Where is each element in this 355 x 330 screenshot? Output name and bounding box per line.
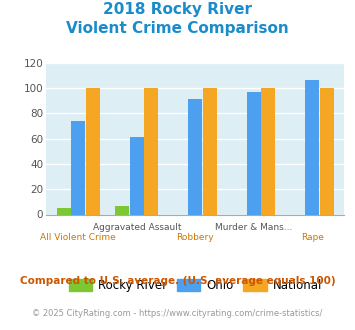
Bar [130, 137, 144, 214]
Bar [305, 81, 319, 214]
Bar [203, 88, 217, 214]
Legend: Rocky River, Ohio, National: Rocky River, Ohio, National [64, 274, 327, 297]
Text: Aggravated Assault: Aggravated Assault [93, 223, 181, 232]
Text: Rape: Rape [301, 233, 324, 242]
Text: All Violent Crime: All Violent Crime [40, 233, 116, 242]
Text: Murder & Mans...: Murder & Mans... [215, 223, 293, 232]
Text: Violent Crime Comparison: Violent Crime Comparison [66, 21, 289, 36]
Bar [115, 206, 129, 214]
Bar [57, 208, 71, 214]
Text: Compared to U.S. average. (U.S. average equals 100): Compared to U.S. average. (U.S. average … [20, 276, 335, 285]
Text: Robbery: Robbery [176, 233, 214, 242]
Bar [261, 88, 275, 214]
Bar [86, 88, 100, 214]
Bar [144, 88, 158, 214]
Bar [71, 121, 85, 214]
Bar [188, 99, 202, 214]
Bar [320, 88, 334, 214]
Bar [247, 92, 261, 214]
Text: © 2025 CityRating.com - https://www.cityrating.com/crime-statistics/: © 2025 CityRating.com - https://www.city… [32, 309, 323, 317]
Text: 2018 Rocky River: 2018 Rocky River [103, 2, 252, 16]
